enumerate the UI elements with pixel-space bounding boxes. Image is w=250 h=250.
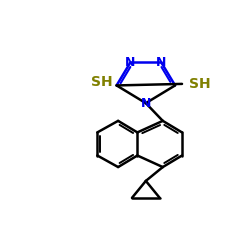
Text: N: N bbox=[125, 56, 136, 69]
Text: N: N bbox=[156, 56, 166, 69]
Text: N: N bbox=[141, 97, 151, 110]
Text: SH: SH bbox=[189, 77, 210, 91]
Text: SH: SH bbox=[91, 75, 113, 89]
